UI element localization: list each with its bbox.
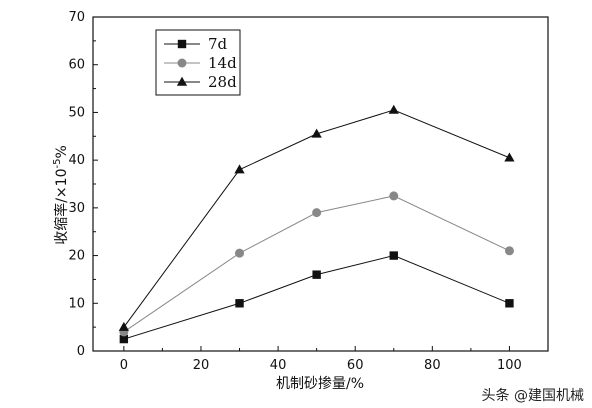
y-tick-label: 20 (68, 249, 85, 264)
data-point-28d (118, 321, 129, 331)
legend-marker-7d (177, 39, 187, 49)
legend-label-7d: 7d (208, 35, 228, 53)
data-point-28d (388, 104, 399, 114)
series-line-28d (123, 109, 510, 328)
x-tick-label: 60 (347, 358, 364, 373)
legend-label-28d: 28d (208, 73, 237, 91)
x-tick-label: 20 (193, 358, 210, 373)
y-axis-label: 收缩率/×10-5% (52, 145, 70, 245)
y-axis-label-suffix: % (54, 145, 70, 158)
x-axis-label: 机制砂掺量/% (276, 375, 364, 392)
data-point-7d (312, 270, 321, 279)
data-point-7d (235, 299, 244, 308)
data-point-14d (389, 191, 399, 201)
y-tick-label: 70 (68, 10, 85, 25)
y-tick-label: 50 (68, 105, 85, 120)
data-point-7d (389, 251, 398, 260)
x-tick-label: 0 (120, 358, 128, 373)
data-point-7d (119, 334, 129, 344)
legend-marker-28d (176, 76, 188, 86)
series-line-7d (123, 255, 510, 340)
legend-label-14d: 14d (208, 54, 237, 72)
data-point-14d (312, 208, 322, 218)
watermark-text: 头条 @建国机械 (482, 387, 584, 404)
y-tick-label: 0 (77, 344, 85, 359)
x-tick-label: 40 (270, 358, 287, 373)
x-tick-label: 100 (497, 358, 522, 373)
y-axis-label-exponent: -5 (52, 159, 63, 169)
data-point-28d (234, 164, 245, 174)
data-point-28d (504, 152, 515, 162)
data-point-28d (311, 128, 322, 138)
y-axis-label-main: 收缩率/×10 (53, 169, 70, 245)
x-tick-label: 80 (424, 358, 441, 373)
chart-series-lines (123, 109, 510, 340)
chart-axes: 0 20 40 60 80 100 0 10 20 30 40 50 60 70 (68, 10, 549, 373)
y-tick-label: 40 (68, 153, 85, 168)
y-tick-label: 30 (68, 201, 85, 216)
legend-marker-14d (177, 58, 187, 68)
chart-series-markers (118, 104, 515, 344)
data-point-14d (504, 246, 514, 256)
y-tick-label: 10 (68, 296, 85, 311)
y-tick-label: 60 (68, 58, 85, 73)
data-point-7d (505, 299, 514, 308)
data-point-14d (235, 248, 245, 258)
